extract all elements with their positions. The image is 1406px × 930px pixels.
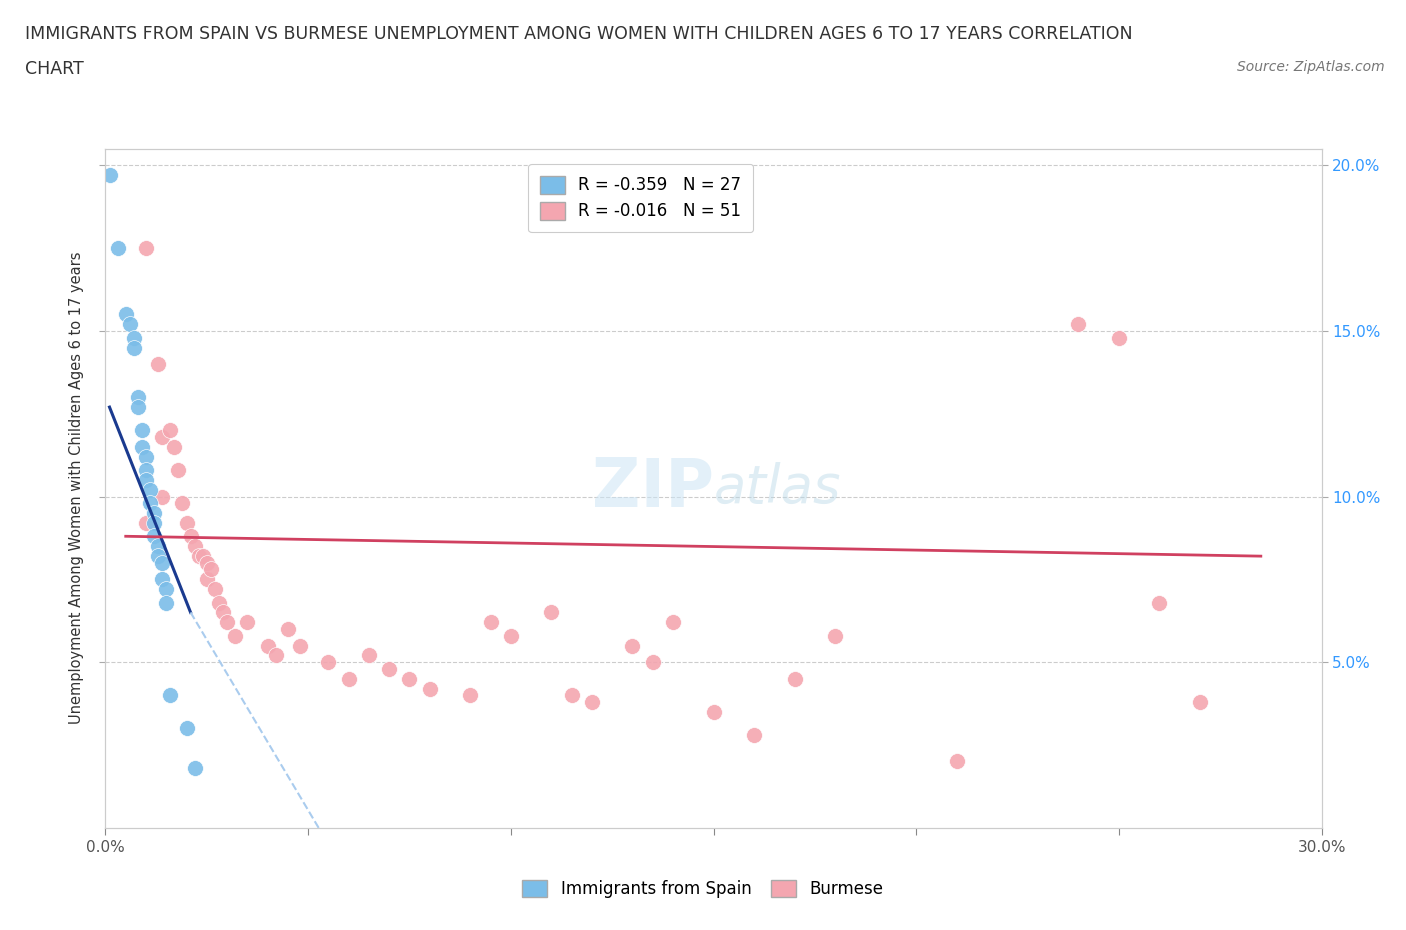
Point <box>191 549 214 564</box>
Point <box>200 562 222 577</box>
Point <box>122 340 145 355</box>
Text: atlas: atlas <box>713 462 841 514</box>
Point <box>127 400 149 415</box>
Point <box>135 241 157 256</box>
Point <box>139 496 162 511</box>
Text: CHART: CHART <box>25 60 84 78</box>
Point <box>135 462 157 477</box>
Point <box>180 529 202 544</box>
Point <box>143 506 166 521</box>
Point <box>172 496 194 511</box>
Point <box>479 615 502 630</box>
Text: Source: ZipAtlas.com: Source: ZipAtlas.com <box>1237 60 1385 74</box>
Point <box>458 688 481 703</box>
Point <box>146 549 169 564</box>
Point <box>150 430 173 445</box>
Point <box>318 655 340 670</box>
Point <box>212 605 235 620</box>
Point <box>135 449 157 464</box>
Point <box>824 628 846 643</box>
Point <box>783 671 806 686</box>
Point <box>146 538 169 553</box>
Point <box>146 356 169 371</box>
Point <box>131 439 153 454</box>
Point <box>150 489 173 504</box>
Point <box>561 688 583 703</box>
Point <box>127 390 149 405</box>
Point <box>204 582 226 597</box>
Point <box>945 754 967 769</box>
Point <box>581 695 603 710</box>
Point <box>195 572 218 587</box>
Point <box>143 515 166 530</box>
Point <box>621 638 644 653</box>
Point <box>662 615 685 630</box>
Point <box>540 605 562 620</box>
Text: IMMIGRANTS FROM SPAIN VS BURMESE UNEMPLOYMENT AMONG WOMEN WITH CHILDREN AGES 6 T: IMMIGRANTS FROM SPAIN VS BURMESE UNEMPLO… <box>25 25 1133 43</box>
Point <box>288 638 311 653</box>
Point <box>163 439 186 454</box>
Legend: Immigrants from Spain, Burmese: Immigrants from Spain, Burmese <box>516 873 890 905</box>
Point <box>98 167 121 182</box>
Point <box>139 483 162 498</box>
Point <box>337 671 360 686</box>
Point <box>1067 317 1090 332</box>
Point <box>1189 695 1212 710</box>
Point <box>264 648 287 663</box>
Point <box>122 330 145 345</box>
Point <box>114 307 136 322</box>
Point <box>236 615 259 630</box>
Point <box>256 638 278 653</box>
Point <box>183 538 205 553</box>
Point <box>131 423 153 438</box>
Y-axis label: Unemployment Among Women with Children Ages 6 to 17 years: Unemployment Among Women with Children A… <box>69 252 84 724</box>
Point <box>176 721 198 736</box>
Point <box>187 549 209 564</box>
Point <box>135 472 157 487</box>
Point <box>150 572 173 587</box>
Point <box>135 515 157 530</box>
Point <box>1149 595 1171 610</box>
Point <box>224 628 246 643</box>
Point <box>1108 330 1130 345</box>
Point <box>155 582 177 597</box>
Point <box>419 681 441 696</box>
Point <box>195 555 218 570</box>
Point <box>176 515 198 530</box>
Legend: R = -0.359   N = 27, R = -0.016   N = 51: R = -0.359 N = 27, R = -0.016 N = 51 <box>529 164 752 232</box>
Point <box>378 661 401 676</box>
Point <box>167 462 190 477</box>
Point <box>641 655 664 670</box>
Point <box>183 761 205 776</box>
Point <box>357 648 380 663</box>
Point <box>208 595 231 610</box>
Point <box>398 671 420 686</box>
Point <box>277 621 299 636</box>
Point <box>742 727 765 742</box>
Point <box>155 595 177 610</box>
Text: ZIP: ZIP <box>592 456 713 521</box>
Point <box>118 317 141 332</box>
Point <box>107 241 129 256</box>
Point <box>159 423 181 438</box>
Point <box>143 529 166 544</box>
Point <box>499 628 522 643</box>
Point <box>150 555 173 570</box>
Point <box>217 615 239 630</box>
Point <box>159 688 181 703</box>
Point <box>702 704 725 719</box>
